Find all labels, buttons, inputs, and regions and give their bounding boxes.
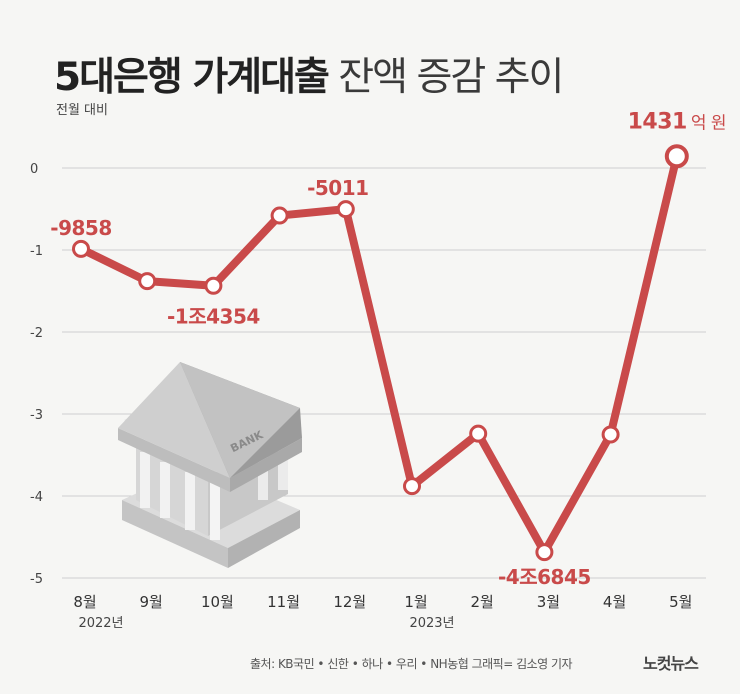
x-tick-label: 12월 xyxy=(333,593,366,611)
x-year-label: 2023년 xyxy=(409,616,454,631)
data-point xyxy=(469,424,488,443)
x-tick-label: 9월 xyxy=(140,593,163,611)
data-label: 1431 억 원 xyxy=(628,109,726,134)
x-tick-label: 8월 xyxy=(73,593,96,611)
chart-title: 5대은행 가계대출 잔액 증감 추이 xyxy=(54,46,564,102)
data-point xyxy=(535,543,554,562)
data-point xyxy=(138,272,157,291)
data-label: -1조4354 xyxy=(167,305,260,329)
x-tick-label: 4월 xyxy=(603,593,626,611)
title-light: 잔액 증감 추이 xyxy=(338,55,564,100)
title-bold: 5대은행 가계대출 xyxy=(54,55,330,100)
data-point xyxy=(336,200,355,219)
data-point xyxy=(403,477,421,496)
data-label: -5011 xyxy=(307,176,368,200)
data-label: -9858 xyxy=(50,216,111,240)
source-note: 출처: KB국민 • 신한 • 하나 • 우리 • NH농협 그래픽= 김소영 … xyxy=(250,657,573,671)
y-tick-label: -5 xyxy=(30,572,43,587)
data-point xyxy=(664,144,689,169)
chart-subtitle: 전월 대비 xyxy=(56,103,108,118)
data-point xyxy=(270,206,289,225)
data-point xyxy=(601,425,620,444)
y-tick-label: -2 xyxy=(30,326,43,341)
x-tick-label: 3월 xyxy=(537,593,560,611)
bank-illustration: BANK xyxy=(118,362,302,568)
publisher-logo: 노컷뉴스 xyxy=(643,654,699,673)
data-label: -4조6845 xyxy=(498,565,591,589)
x-tick-label: 11월 xyxy=(267,593,300,611)
x-tick-label: 10월 xyxy=(201,593,234,611)
series-line xyxy=(77,152,681,557)
y-tick-label: -1 xyxy=(30,244,43,259)
y-tick-label: -3 xyxy=(30,408,43,423)
data-point xyxy=(72,239,90,258)
x-tick-label: 5월 xyxy=(669,593,692,611)
y-tick-label: -4 xyxy=(30,490,43,505)
data-point xyxy=(204,276,223,295)
x-year-label: 2022년 xyxy=(78,616,123,631)
y-tick-label: 0 xyxy=(30,162,38,177)
x-tick-label: 1월 xyxy=(404,593,427,611)
x-tick-label: 2월 xyxy=(471,593,494,611)
